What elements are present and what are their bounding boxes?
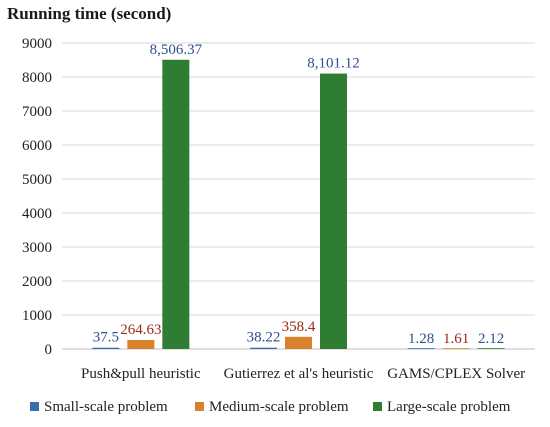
bar: [162, 59, 190, 350]
x-axis-categories: Push&pull heuristic Gutierrez et al's heu…: [81, 366, 525, 382]
data-label: 8,506.37: [150, 42, 203, 58]
data-label: 8,101.12: [307, 56, 360, 72]
data-label: 38.22: [247, 330, 281, 346]
bar: [92, 347, 120, 349]
legend: Small-scale problem Medium-scale problem L…: [30, 399, 511, 415]
y-tick-label: 4000: [22, 206, 52, 222]
x-category-label: GAMS/CPLEX Solver: [387, 366, 525, 382]
data-label: 264.63: [120, 322, 161, 338]
y-tick-label: 3000: [22, 240, 52, 256]
y-tick-label: 8000: [22, 70, 52, 86]
legend-swatch: [373, 402, 382, 411]
y-tick-label: 5000: [22, 172, 52, 188]
bar: [477, 348, 505, 349]
legend-swatch: [30, 402, 39, 411]
y-tick-label: 2000: [22, 274, 52, 290]
legend-swatch: [195, 402, 204, 411]
y-tick-label: 6000: [22, 138, 52, 154]
bar: [407, 348, 435, 349]
legend-label: Medium-scale problem: [209, 399, 349, 415]
legend-label: Small-scale problem: [44, 399, 168, 415]
data-label: 358.4: [282, 319, 316, 335]
bar: [320, 73, 347, 349]
bar: [285, 336, 312, 349]
bars: [92, 59, 505, 350]
data-label: 1.61: [443, 331, 469, 347]
legend-label: Large-scale problem: [387, 399, 511, 415]
data-label: 1.28: [408, 331, 434, 347]
x-category-label: Push&pull heuristic: [81, 366, 201, 382]
data-label: 37.5: [93, 330, 119, 346]
y-tick-label: 7000: [22, 104, 52, 120]
y-axis-ticks: 0 1000 2000 3000 4000 5000 6000 7000 8000 9000: [22, 36, 52, 358]
bar: [250, 347, 277, 349]
y-tick-label: 0: [45, 342, 53, 358]
bar: [127, 340, 155, 349]
y-tick-label: 1000: [22, 308, 52, 324]
x-category-label: Gutierrez et al's heuristic: [224, 366, 374, 382]
bar: [442, 348, 470, 349]
data-label: 2.12: [478, 331, 504, 347]
chart-title: Running time (second): [7, 4, 171, 23]
gridlines: [62, 42, 535, 350]
y-tick-label: 9000: [22, 36, 52, 52]
